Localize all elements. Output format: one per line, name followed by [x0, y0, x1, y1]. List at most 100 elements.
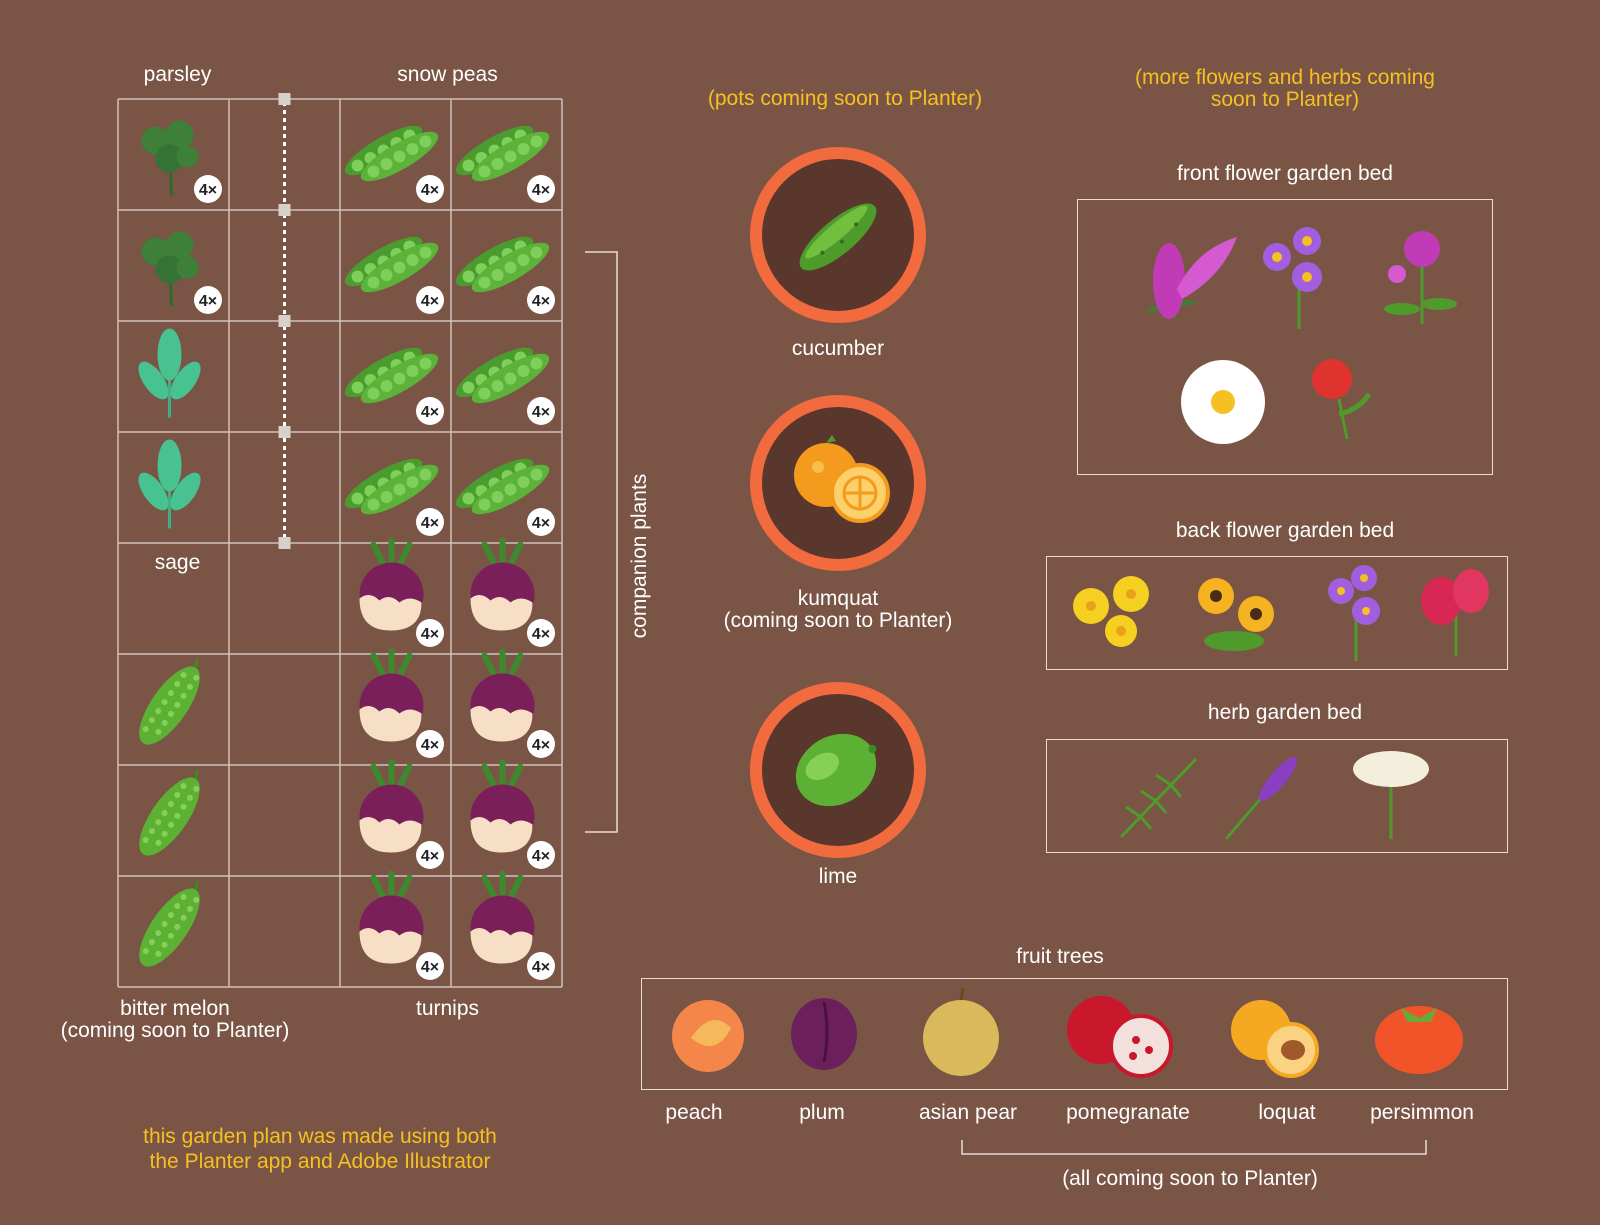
fruit-coming-soon-note: (all coming soon to Planter) [1062, 1167, 1318, 1190]
count-badge: 4× [527, 175, 555, 203]
asian-pear-icon [923, 987, 999, 1076]
fruit-label-plum: plum [799, 1101, 845, 1124]
count-badge: 4× [416, 952, 444, 980]
snow-pea-icon [344, 347, 439, 404]
herb-bed-title: herb garden bed [1207, 701, 1363, 724]
back-flower-bed [1046, 556, 1508, 670]
count-badge: 4× [416, 841, 444, 869]
svg-text:4×: 4× [199, 182, 217, 199]
fruit-coming-soon-bracket [961, 1140, 1427, 1155]
trellis-post [278, 204, 291, 216]
turnip-icon [359, 870, 424, 964]
count-badge: 4× [527, 841, 555, 869]
fruit-trees-icons [672, 987, 1463, 1078]
count-badge: 4× [527, 730, 555, 758]
fruit-label-peach: peach [665, 1101, 723, 1124]
snow-pea-icon [344, 458, 439, 515]
snow-pea-icon [455, 125, 550, 182]
peach-icon [672, 1000, 744, 1072]
count-badge: 4× [527, 508, 555, 536]
turnip-icon [470, 648, 535, 742]
kumquat-icon [794, 435, 890, 523]
count-badge: 4× [194, 286, 222, 314]
bitter-melon-label: bitter melon [120, 997, 230, 1020]
footer-note-line2: the Planter app and Adobe Illustrator [149, 1150, 491, 1173]
turnip-icon [359, 537, 424, 631]
pots-note: (pots coming soon to Planter) [707, 87, 983, 110]
svg-text:4×: 4× [421, 737, 439, 754]
snow-peas-column-label: snow peas [397, 63, 498, 86]
fruit-label-persimmon: persimmon [1370, 1101, 1474, 1124]
count-badge: 4× [416, 730, 444, 758]
snow-pea-icon [344, 125, 439, 182]
snow-pea-icon [344, 236, 439, 293]
svg-text:4×: 4× [421, 515, 439, 532]
loquat-icon [1231, 1000, 1319, 1078]
flowers-note-line2: soon to Planter) [1210, 88, 1360, 111]
bitter-melon-note: (coming soon to Planter) [60, 1019, 290, 1042]
count-badge: 4× [527, 952, 555, 980]
parsley-icon [141, 231, 199, 307]
turnip-icon [470, 759, 535, 853]
back-flower-bed-plants [1073, 565, 1489, 661]
bitter-melon-icon [139, 658, 200, 745]
purple-aster-icon [1328, 565, 1380, 661]
count-badge: 4× [416, 175, 444, 203]
snow-pea-icon [455, 347, 550, 404]
companion-plants-label: companion plants [628, 473, 651, 639]
trellis-post [278, 426, 291, 438]
herb-garden-bed [1046, 739, 1508, 853]
count-badge: 4× [416, 508, 444, 536]
pink-cluster-flower-icon [1384, 231, 1457, 324]
yarrow-icon [1353, 751, 1429, 839]
coreopsis-icon [1073, 576, 1149, 647]
pomegranate-icon [1067, 996, 1173, 1078]
svg-text:4×: 4× [532, 848, 550, 865]
lime-icon [795, 733, 877, 807]
fruit-label-loquat: loquat [1258, 1101, 1316, 1124]
celosia-icon [1421, 569, 1489, 656]
sage-icon [138, 439, 201, 529]
turnip-icon [470, 870, 535, 964]
trellis-post [278, 315, 291, 327]
svg-text:4×: 4× [421, 293, 439, 310]
trellis-post [278, 93, 291, 105]
svg-text:4×: 4× [532, 515, 550, 532]
fruit-trees-title: fruit trees [1016, 945, 1104, 968]
svg-text:4×: 4× [532, 404, 550, 421]
pot-lime [750, 682, 926, 858]
parsley-icon [141, 120, 199, 196]
count-badge: 4× [527, 619, 555, 647]
turnips-label: turnips [415, 997, 480, 1020]
svg-text:4×: 4× [421, 626, 439, 643]
black-eyed-susan-icon [1198, 578, 1274, 651]
sage-icon [138, 328, 201, 418]
count-badge: 4× [527, 286, 555, 314]
cucumber-label: cucumber [791, 337, 885, 360]
svg-text:4×: 4× [421, 404, 439, 421]
svg-text:4×: 4× [421, 848, 439, 865]
snow-pea-icon [455, 458, 550, 515]
front-flower-bed-title: front flower garden bed [1177, 162, 1393, 185]
purple-spike-flower-icon [1143, 237, 1237, 320]
rosemary-icon [1119, 757, 1198, 839]
flowers-note-line1: (more flowers and herbs coming [1135, 66, 1435, 89]
footer-note-line1: this garden plan was made using both [143, 1125, 497, 1148]
count-badge: 4× [527, 397, 555, 425]
kumquat-label: kumquat [797, 587, 879, 610]
kumquat-note: (coming soon to Planter) [723, 609, 953, 632]
fruit-label-asian-pear: asian pear [918, 1101, 1018, 1124]
bitter-melon-icon [139, 769, 200, 856]
turnip-icon [359, 648, 424, 742]
turnip-icon [359, 759, 424, 853]
fruit-trees-bed [641, 978, 1508, 1090]
bitter-melon-icon [139, 880, 200, 967]
front-flower-bed [1077, 199, 1493, 475]
count-badge: 4× [416, 397, 444, 425]
red-flower-icon [1312, 359, 1372, 440]
daisy-icon [1181, 360, 1265, 444]
svg-text:4×: 4× [421, 182, 439, 199]
snow-pea-icon [455, 236, 550, 293]
pot-cucumber [750, 147, 926, 323]
